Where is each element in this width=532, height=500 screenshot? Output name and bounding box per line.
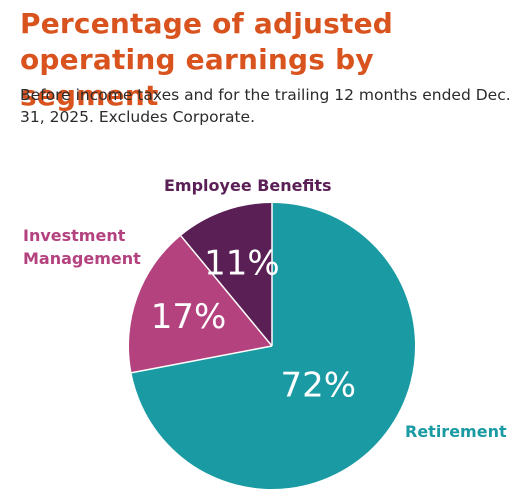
- pie-slice-divider: [131, 345, 273, 374]
- pie-value-label-investment-management: 17%: [151, 297, 227, 337]
- pie-category-label-employee-benefits: Employee Benefits: [164, 176, 332, 195]
- chart-title: Percentage of adjusted operating earning…: [20, 7, 394, 112]
- pie-slice-divider: [180, 235, 273, 347]
- pie-slice-retirement: [131, 203, 415, 489]
- pie-category-label-investment-management: Investment Management: [23, 226, 141, 268]
- pie-slice-employee-benefits: [180, 203, 272, 346]
- chart-subtitle: Before income taxes and for the trailing…: [20, 86, 511, 126]
- pie-value-label-retirement: 72%: [280, 365, 356, 405]
- pie-value-label-employee-benefits: 11%: [204, 244, 280, 284]
- pie-category-label-retirement: Retirement: [405, 422, 507, 441]
- pie-slice-investment-management: [129, 235, 272, 373]
